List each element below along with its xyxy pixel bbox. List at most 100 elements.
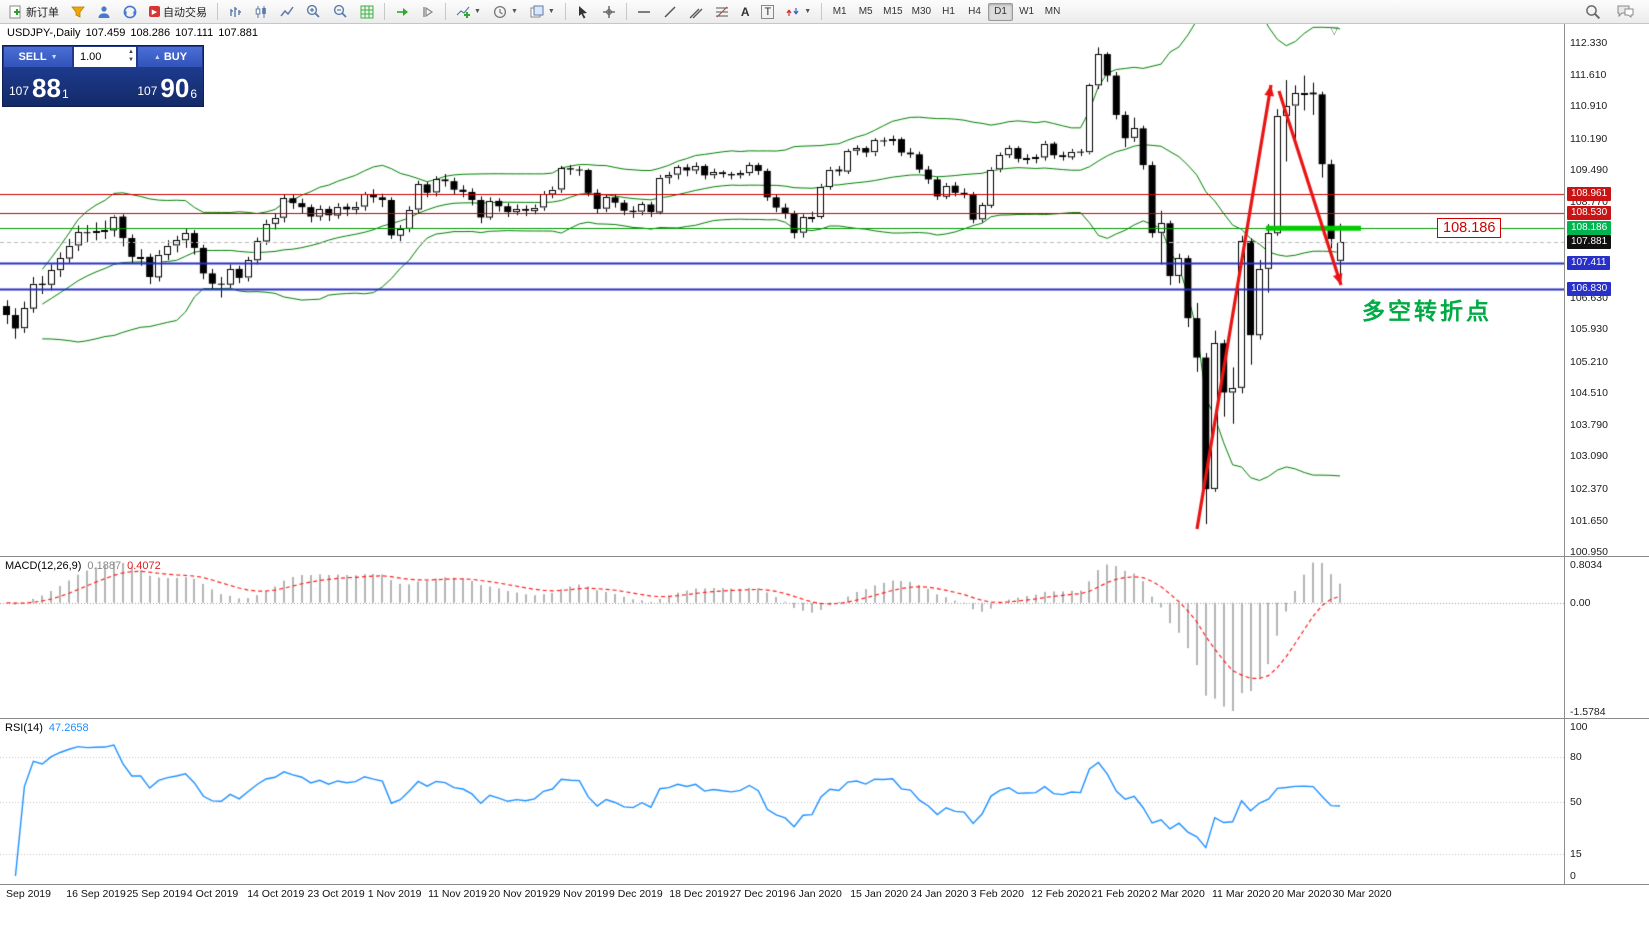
time-axis-label: 30 Mar 2020 bbox=[1332, 888, 1392, 900]
candlestick-chart-button[interactable] bbox=[249, 2, 273, 22]
chat-button[interactable] bbox=[1612, 2, 1639, 22]
timeframe-h1-button[interactable]: H1 bbox=[936, 3, 961, 21]
autotrading-icon: ▶ bbox=[149, 6, 160, 17]
timeframe-m5-button[interactable]: M5 bbox=[853, 3, 878, 21]
channel-icon bbox=[689, 5, 703, 19]
timeframe-m15-button[interactable]: M15 bbox=[879, 3, 906, 21]
timeframe-m1-button[interactable]: M1 bbox=[827, 3, 852, 21]
bid-price[interactable]: 107 88 1 bbox=[9, 73, 69, 103]
time-axis-label: 20 Nov 2019 bbox=[488, 888, 548, 900]
zoom-in-icon bbox=[306, 4, 321, 19]
time-axis-label: 1 Nov 2019 bbox=[367, 888, 422, 900]
price-badge: 107.411 bbox=[1567, 256, 1611, 271]
cursor-arrow-icon bbox=[576, 5, 590, 19]
line-chart-button[interactable] bbox=[275, 2, 299, 22]
ask-price[interactable]: 107 90 6 bbox=[137, 73, 197, 103]
dropdown-caret-icon: ▼ bbox=[547, 8, 555, 15]
timeframe-group: M1 M5 M15 M30 H1 H4 D1 W1 MN bbox=[827, 2, 1065, 21]
zoom-in-button[interactable] bbox=[301, 2, 326, 22]
new-order-button[interactable]: 新订单 bbox=[4, 2, 64, 22]
dropdown-caret-icon: ▼ bbox=[510, 8, 518, 15]
price-badge: 107.881 bbox=[1567, 235, 1612, 250]
price-scale-tick: 102.370 bbox=[1570, 482, 1608, 495]
rsi-canvas[interactable] bbox=[0, 719, 1564, 884]
rsi-scale-tick: 50 bbox=[1570, 795, 1582, 808]
time-axis-label: 23 Oct 2019 bbox=[307, 888, 365, 900]
volume-up-icon[interactable]: ▲ bbox=[128, 49, 134, 55]
crosshair-button[interactable] bbox=[597, 2, 621, 22]
time-axis[interactable]: Sep 2019 16 Sep 2019 25 Sep 2019 4 Oct 2019… bbox=[0, 884, 1649, 944]
quotes-button[interactable] bbox=[66, 2, 90, 22]
auto-scroll-button[interactable] bbox=[390, 2, 414, 22]
fibonacci-button[interactable] bbox=[710, 2, 734, 22]
rsi-scale-tick: 0 bbox=[1570, 870, 1576, 882]
one-click-trading-panel: SELL ▼ 1.00 ▲ ▼ ▲ BUY 107 88 1 bbox=[2, 45, 204, 107]
time-axis-label: 12 Feb 2020 bbox=[1031, 888, 1091, 900]
time-axis-label: 21 Feb 2020 bbox=[1091, 888, 1151, 900]
toolbar: 新订单 ▶ 自动交易 bbox=[0, 0, 1649, 24]
timeframe-h4-button[interactable]: H4 bbox=[962, 3, 987, 21]
sell-caret-icon: ▼ bbox=[50, 53, 58, 61]
autotrading-label: 自动交易 bbox=[163, 6, 207, 19]
ohlc-low: 107.111 bbox=[175, 27, 214, 39]
timeframe-d1-button[interactable]: D1 bbox=[988, 2, 1014, 21]
chart-shift-button[interactable] bbox=[416, 2, 440, 22]
toolbar-separator bbox=[217, 3, 218, 20]
rsi-scale-tick: 100 bbox=[1570, 721, 1588, 733]
templates-button[interactable]: ▼ bbox=[525, 2, 560, 22]
headset-icon bbox=[123, 5, 137, 19]
periods-button[interactable]: ▼ bbox=[488, 2, 523, 22]
templates-icon bbox=[530, 5, 544, 19]
timeframe-m30-button[interactable]: M30 bbox=[908, 3, 935, 21]
toolbar-separator bbox=[564, 3, 566, 20]
horizontal-line-button[interactable] bbox=[632, 2, 656, 22]
rsi-value: 47.2658 bbox=[48, 722, 89, 734]
accounts-button[interactable] bbox=[92, 2, 116, 22]
autotrading-button[interactable]: ▶ 自动交易 bbox=[144, 2, 212, 22]
timeframe-w1-button[interactable]: W1 bbox=[1014, 3, 1039, 21]
buy-label: BUY bbox=[163, 51, 188, 63]
timeframe-mn-button[interactable]: MN bbox=[1040, 3, 1065, 21]
price-scale[interactable]: 112.330 111.610 110.910 110.190 109.490 108.7… bbox=[1564, 24, 1649, 558]
price-level-label[interactable]: 108.186 bbox=[1437, 218, 1502, 239]
rsi-pane: RSI(14) 47.2658 100 80 50 15 0 bbox=[0, 718, 1649, 884]
time-axis-label: 15 Jan 2020 bbox=[850, 888, 908, 900]
label-button[interactable]: T bbox=[756, 2, 779, 22]
toolbar-separator bbox=[384, 3, 385, 20]
annotation-text[interactable]: 多空转折点 bbox=[1362, 298, 1492, 324]
macd-name: MACD(12,26,9) bbox=[5, 560, 82, 572]
rsi-scale[interactable]: 100 80 50 15 0 bbox=[1564, 719, 1649, 884]
volume-down-icon[interactable]: ▼ bbox=[128, 57, 134, 63]
time-axis-label: 3 Feb 2020 bbox=[970, 888, 1024, 900]
sell-button[interactable]: SELL ▼ bbox=[3, 46, 73, 68]
crosshair-icon bbox=[602, 5, 616, 19]
rsi-scale-tick: 15 bbox=[1570, 847, 1582, 860]
bar-chart-button[interactable] bbox=[223, 2, 247, 22]
macd-scale[interactable]: 0.8034 0.00 -1.5784 bbox=[1564, 557, 1649, 718]
search-button[interactable] bbox=[1580, 2, 1606, 22]
indicators-button[interactable]: ▼ bbox=[451, 2, 486, 22]
ohlc-high: 108.286 bbox=[130, 27, 171, 39]
macd-canvas[interactable] bbox=[0, 557, 1564, 718]
zoom-out-button[interactable] bbox=[328, 2, 353, 22]
toolbar-separator bbox=[445, 3, 446, 20]
time-axis-label: 2 Mar 2020 bbox=[1151, 888, 1205, 900]
buy-button[interactable]: ▲ BUY bbox=[137, 46, 203, 68]
price-scale-tick: 112.330 bbox=[1570, 36, 1608, 49]
price-chart-canvas[interactable] bbox=[0, 24, 1564, 556]
trendline-button[interactable] bbox=[658, 2, 682, 22]
chat-bubble-icon bbox=[1617, 4, 1634, 19]
channel-button[interactable] bbox=[684, 2, 708, 22]
chart-shift-marker[interactable]: ▽ bbox=[1330, 25, 1339, 37]
macd-scale-min: -1.5784 bbox=[1570, 706, 1606, 718]
cursor-button[interactable] bbox=[571, 2, 595, 22]
text-button[interactable]: A bbox=[736, 2, 755, 22]
volume-input[interactable]: 1.00 ▲ ▼ bbox=[73, 46, 137, 68]
ohlc-open: 107.459 bbox=[85, 27, 126, 39]
support-button[interactable] bbox=[118, 2, 142, 22]
tile-windows-button[interactable] bbox=[355, 2, 379, 22]
arrows-button[interactable]: ▼ bbox=[781, 2, 816, 22]
horizontal-line-icon bbox=[637, 5, 651, 19]
time-axis-label: 11 Mar 2020 bbox=[1212, 888, 1271, 900]
